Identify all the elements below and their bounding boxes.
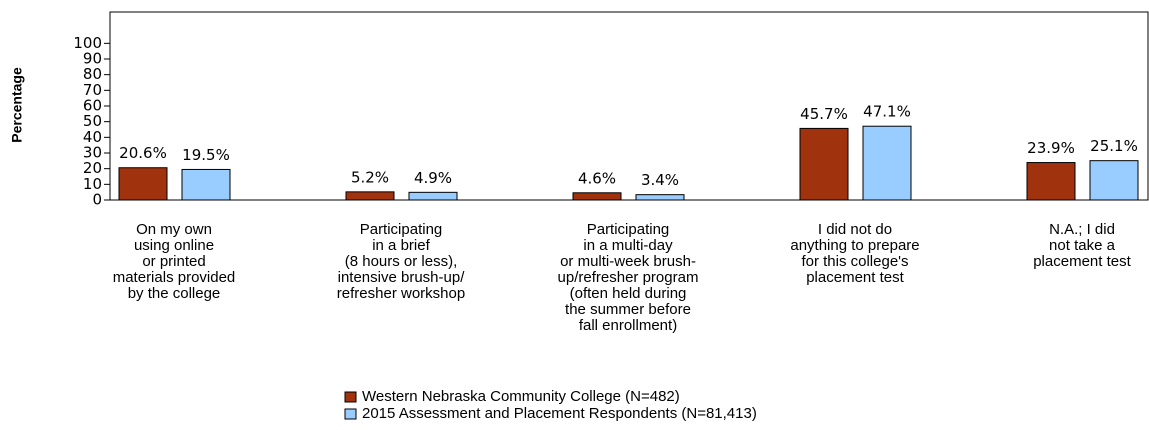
bar <box>1026 162 1076 201</box>
y-tick-label: 50 <box>83 112 102 130</box>
y-tick-label: 10 <box>83 175 102 193</box>
y-axis-label: Percentage <box>9 67 25 143</box>
y-tick-label: 20 <box>83 159 102 177</box>
y-tick-label: 30 <box>83 144 102 162</box>
bar <box>572 192 622 201</box>
bar <box>799 127 849 201</box>
value-label: 45.7% <box>800 105 848 123</box>
value-label: 20.6% <box>119 144 167 162</box>
bar <box>862 125 912 201</box>
bar <box>1089 160 1139 201</box>
x-tick-label: I did not do anything to prepare for this … <box>790 221 919 286</box>
value-label: 5.2% <box>351 168 389 186</box>
value-label: 4.9% <box>414 169 452 187</box>
value-label: 23.9% <box>1027 139 1075 157</box>
legend-swatch <box>344 408 357 420</box>
bar <box>118 167 168 201</box>
y-tick-label: 0 <box>92 191 102 209</box>
y-tick-label: 70 <box>83 81 102 99</box>
bar <box>635 194 685 201</box>
legend-label: 2015 Assessment and Placement Respondent… <box>362 405 757 422</box>
y-tick-label: 80 <box>83 65 102 83</box>
x-tick-label: N.A.; I did not take a placement test <box>1033 221 1131 270</box>
x-tick-label: Participating in a brief (8 hours or less)… <box>337 221 465 302</box>
y-tick-label: 40 <box>83 128 102 146</box>
value-label: 47.1% <box>863 103 911 121</box>
legend-label: Western Nebraska Community College (N=48… <box>362 388 680 405</box>
x-tick-label: On my own using online or printed materials… <box>113 221 236 302</box>
value-label: 3.4% <box>641 171 679 189</box>
legend-swatch <box>344 391 357 403</box>
bar <box>345 191 395 201</box>
bar <box>408 191 458 201</box>
y-tick-label: 90 <box>83 50 102 68</box>
value-label: 19.5% <box>182 146 230 164</box>
y-tick-label: 100 <box>73 34 102 52</box>
value-label: 25.1% <box>1090 137 1138 155</box>
plot-frame <box>109 11 1149 201</box>
y-tick-label: 60 <box>83 97 102 115</box>
bar <box>181 168 231 201</box>
x-tick-label: Participating in a multi-day or multi-week… <box>558 221 699 334</box>
value-label: 4.6% <box>578 169 616 187</box>
